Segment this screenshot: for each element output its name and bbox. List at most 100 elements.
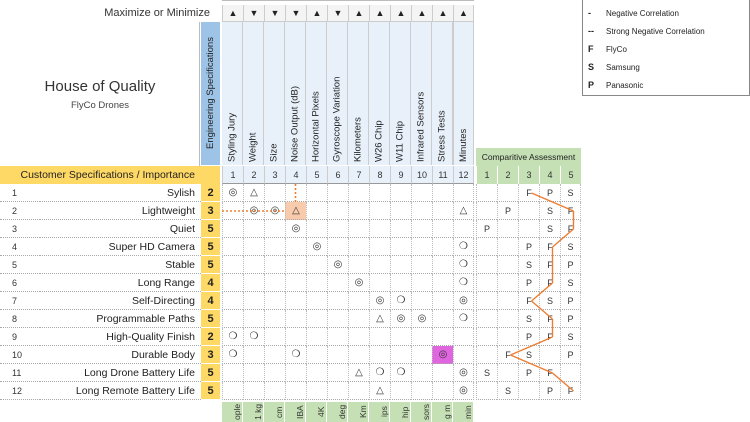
relationship-cell — [348, 184, 369, 202]
relationship-cell — [327, 382, 348, 400]
relationship-cell: △ — [453, 202, 474, 220]
importance-value: 4 — [201, 292, 220, 310]
relationship-cell: ◎ — [453, 382, 474, 400]
relationship-cell — [348, 256, 369, 274]
relationship-cell — [264, 364, 285, 382]
relationship-cell: ❍ — [453, 256, 474, 274]
direction-arrow: ▲ — [390, 5, 411, 22]
comparison-cell: S — [518, 346, 539, 364]
comparative-col-number: 2 — [497, 166, 518, 184]
relationship-cell — [390, 238, 411, 256]
legend-symbol: F — [588, 44, 594, 54]
importance-value: 4 — [201, 274, 220, 292]
comparison-cell: F — [539, 256, 560, 274]
relationship-cell — [327, 328, 348, 346]
relationship-cell: ❍ — [390, 364, 411, 382]
customer-requirement: Lightweight — [40, 202, 201, 220]
comparison-cell: S — [497, 382, 518, 400]
relationship-cell — [390, 328, 411, 346]
comparison-cell: F — [539, 328, 560, 346]
relationship-cell — [390, 202, 411, 220]
comparison-cell: S — [539, 220, 560, 238]
direction-arrow: ▼ — [327, 5, 348, 22]
row-number: 8 — [0, 310, 40, 328]
relationship-cell — [264, 292, 285, 310]
relationship-cell: △ — [369, 310, 390, 328]
comparison-cell — [497, 292, 518, 310]
column-number: 10 — [411, 166, 432, 184]
relationship-cell: ❍ — [243, 328, 264, 346]
relationship-cell — [390, 346, 411, 364]
relationship-cell: ❍ — [222, 346, 243, 364]
customer-requirement: Long Range — [40, 274, 201, 292]
comparison-cell: P — [539, 184, 560, 202]
importance-value: 5 — [201, 382, 220, 400]
relationship-cell — [432, 274, 453, 292]
relationship-cell: ◎ — [306, 238, 327, 256]
relationship-cell — [411, 202, 432, 220]
importance-value: 5 — [201, 238, 220, 256]
customer-requirement: Programmable Paths — [40, 310, 201, 328]
relationship-cell — [369, 184, 390, 202]
column-label: Kilometers — [348, 22, 369, 165]
importance-value: 5 — [201, 256, 220, 274]
row-number: 5 — [0, 256, 40, 274]
comparison-cell — [518, 220, 539, 238]
relationship-cell — [264, 382, 285, 400]
comparison-cell: F — [539, 238, 560, 256]
comparison-cell — [476, 382, 497, 400]
column-label: Gyroscope Variation — [327, 22, 348, 165]
column-unit: sors — [411, 402, 432, 422]
relationship-cell — [306, 364, 327, 382]
direction-arrow: ▲ — [453, 5, 474, 22]
comparison-cell: P — [476, 220, 497, 238]
row-number: 4 — [0, 238, 40, 256]
comparison-cell — [476, 238, 497, 256]
legend-symbol: -- — [588, 26, 594, 36]
relationship-cell — [306, 274, 327, 292]
relationship-cell — [264, 274, 285, 292]
relationship-cell — [369, 274, 390, 292]
relationship-cell: ❍ — [285, 346, 306, 364]
direction-arrow: ▼ — [243, 5, 264, 22]
comparison-cell: F — [560, 202, 581, 220]
comparison-cell: S — [560, 184, 581, 202]
comparison-cell — [476, 346, 497, 364]
relationship-cell — [285, 328, 306, 346]
relationship-cell — [222, 382, 243, 400]
comparison-cell: S — [560, 274, 581, 292]
relationship-cell: △ — [348, 364, 369, 382]
relationship-cell — [306, 202, 327, 220]
comparison-cell: S — [539, 202, 560, 220]
relationship-cell — [222, 310, 243, 328]
roof-bar — [222, 0, 474, 5]
comparison-cell — [476, 256, 497, 274]
relationship-cell — [285, 310, 306, 328]
column-number: 11 — [432, 166, 453, 184]
relationship-cell — [264, 328, 285, 346]
comparative-col-number: 5 — [560, 166, 581, 184]
relationship-cell — [432, 184, 453, 202]
relationship-cell: ❍ — [222, 328, 243, 346]
customer-requirement: Self-Directing — [40, 292, 201, 310]
row-number: 3 — [0, 220, 40, 238]
relationship-cell — [327, 238, 348, 256]
importance-value: 5 — [201, 310, 220, 328]
comparison-cell: F — [518, 184, 539, 202]
comparison-cell: P — [518, 238, 539, 256]
relationship-cell: ◎ — [327, 256, 348, 274]
relationship-cell — [348, 238, 369, 256]
column-unit: 1 kg — [243, 402, 264, 422]
relationship-cell: △ — [243, 184, 264, 202]
relationship-cell: ◎ — [369, 292, 390, 310]
legend-entry: - Negative Correlation — [588, 5, 748, 21]
comparative-col-number: 3 — [518, 166, 539, 184]
relationship-cell — [285, 256, 306, 274]
comparison-cell — [497, 310, 518, 328]
relationship-cell — [411, 346, 432, 364]
row-number: 7 — [0, 292, 40, 310]
column-number: 5 — [306, 166, 327, 184]
title-block: House of Quality FlyCo Drones — [0, 22, 200, 166]
relationship-cell — [264, 184, 285, 202]
relationship-cell — [285, 292, 306, 310]
